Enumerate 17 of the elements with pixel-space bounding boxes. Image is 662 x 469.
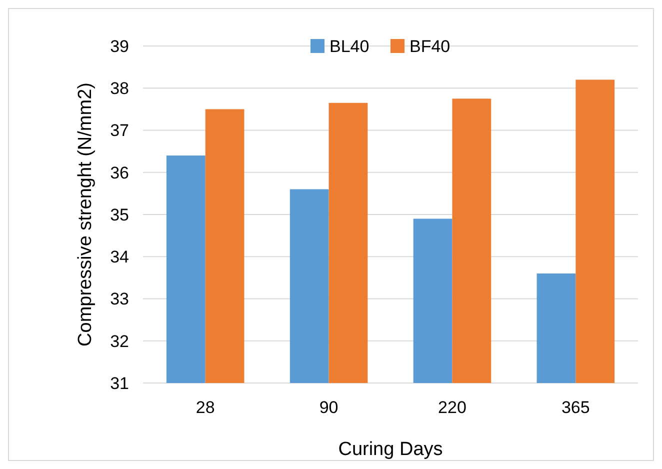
y-tick-label: 37 xyxy=(110,121,129,140)
y-tick-label: 34 xyxy=(110,248,129,267)
y-tick-label: 38 xyxy=(110,79,129,98)
y-tick-label: 33 xyxy=(110,290,129,309)
x-axis-title: Curing Days xyxy=(338,439,443,460)
y-tick-label: 32 xyxy=(110,332,129,351)
x-tick-label: 90 xyxy=(319,398,338,417)
y-tick-label: 36 xyxy=(110,163,129,182)
y-axis-title: Compressive strenght (N/mm2) xyxy=(75,82,96,346)
legend-label: BL40 xyxy=(330,36,370,56)
x-tick-label: 365 xyxy=(561,398,590,417)
y-tick-label: 35 xyxy=(110,205,129,224)
y-tick-label: 39 xyxy=(110,36,129,56)
x-tick-label: 220 xyxy=(438,398,466,417)
y-tick-label: 31 xyxy=(110,374,129,393)
legend-label: BF40 xyxy=(410,36,450,56)
x-tick-label: 28 xyxy=(196,398,215,417)
